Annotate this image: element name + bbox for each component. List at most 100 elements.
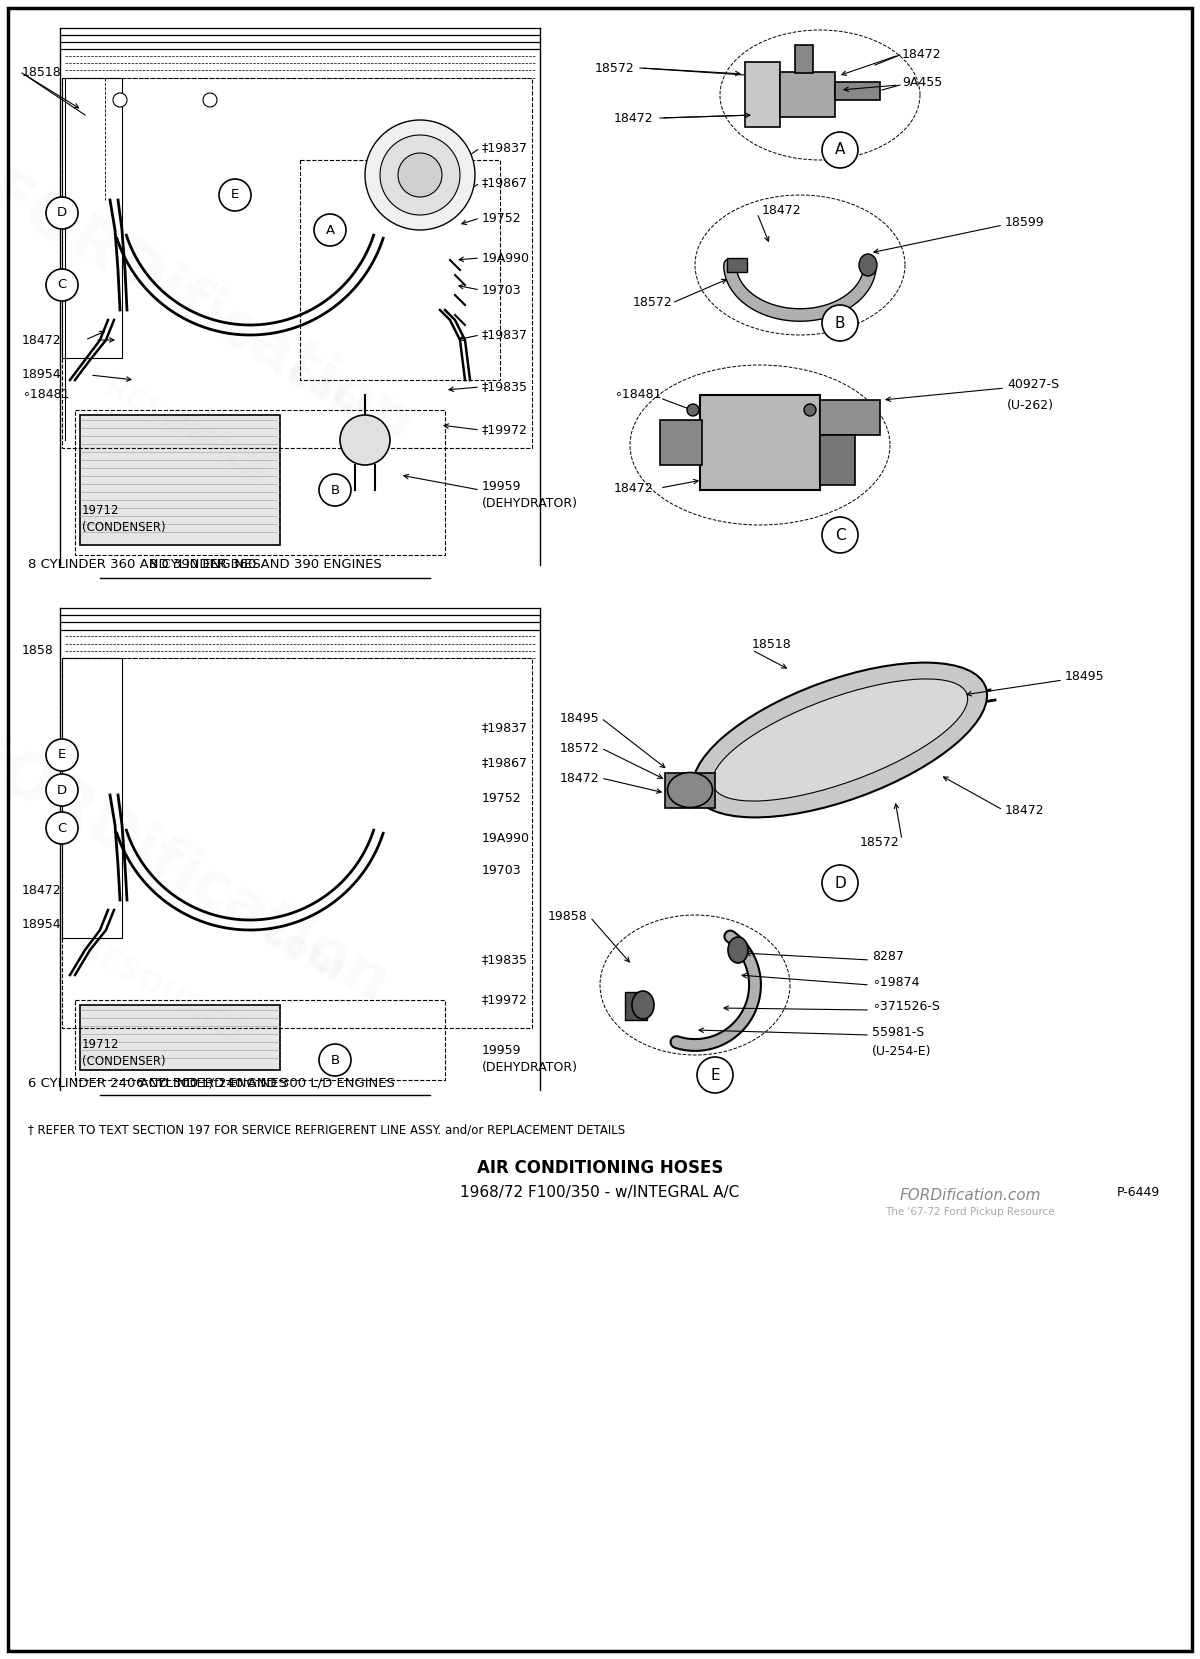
Text: 19703: 19703	[482, 863, 522, 876]
Text: ‡19837: ‡19837	[482, 141, 528, 154]
Text: 9A455: 9A455	[902, 76, 942, 90]
Text: 19A990: 19A990	[482, 831, 530, 844]
Text: 18472: 18472	[560, 771, 600, 785]
Text: ‡19837: ‡19837	[482, 328, 528, 342]
Circle shape	[113, 93, 127, 106]
Text: ‡19867: ‡19867	[482, 176, 528, 189]
Bar	[62, 78, 122, 358]
Text: 1968/72 F100/350 - w/INTEGRAL A/C: 1968/72 F100/350 - w/INTEGRAL A/C	[461, 1185, 739, 1199]
Text: 19712: 19712	[82, 503, 120, 516]
Bar	[62, 78, 532, 448]
Text: B: B	[330, 1053, 340, 1067]
Circle shape	[46, 269, 78, 300]
Text: 18572: 18572	[560, 742, 600, 755]
Text: 19858: 19858	[548, 911, 588, 924]
Text: D: D	[834, 876, 846, 891]
Text: 18599: 18599	[1006, 216, 1045, 229]
Circle shape	[319, 1044, 352, 1077]
Text: 8 CYLINDER 360 AND 390 ENGINES: 8 CYLINDER 360 AND 390 ENGINES	[149, 557, 382, 571]
Text: B: B	[835, 315, 845, 330]
Bar	[80, 1005, 280, 1070]
Text: FORDification: FORDification	[0, 723, 400, 1017]
Text: (U-262): (U-262)	[1007, 398, 1054, 411]
Bar	[665, 773, 715, 808]
Bar	[74, 1000, 445, 1080]
Text: ‡19835: ‡19835	[482, 380, 528, 393]
Text: FORDification.com: FORDification.com	[899, 1188, 1040, 1203]
Text: D: D	[56, 783, 67, 796]
Bar	[660, 420, 702, 465]
Text: FORDification: FORDification	[0, 163, 425, 456]
Text: D: D	[56, 206, 67, 219]
Text: The '67-72 Ford Pickup Resource: The '67-72 Ford Pickup Resource	[886, 1208, 1055, 1218]
Ellipse shape	[632, 990, 654, 1019]
Bar	[835, 81, 880, 100]
Text: ∘371526-S: ∘371526-S	[872, 1000, 940, 1014]
Text: 19959: 19959	[482, 1044, 522, 1057]
Text: 1858: 1858	[22, 644, 54, 657]
Bar	[74, 410, 445, 556]
Circle shape	[46, 738, 78, 771]
Text: 8 CYLINDER 360 AND 390 ENGINES: 8 CYLINDER 360 AND 390 ENGINES	[28, 557, 260, 571]
Text: RESOURCE: RESOURCE	[98, 372, 271, 488]
Text: 18495: 18495	[560, 712, 600, 725]
Ellipse shape	[692, 662, 988, 818]
Bar	[796, 45, 814, 73]
Text: C: C	[58, 279, 67, 292]
Text: † REFER TO TEXT SECTION 197 FOR SERVICE REFRIGERENT LINE ASSY. and/or REPLACEMEN: † REFER TO TEXT SECTION 197 FOR SERVICE …	[28, 1123, 625, 1136]
Bar	[780, 71, 835, 118]
Circle shape	[686, 405, 698, 416]
Text: C: C	[835, 528, 845, 542]
Text: 40927-S: 40927-S	[1007, 378, 1060, 392]
Text: 19959: 19959	[482, 481, 522, 493]
Text: (U-254-E): (U-254-E)	[872, 1045, 931, 1058]
Text: 18572: 18572	[860, 836, 900, 849]
Text: E: E	[710, 1067, 720, 1083]
Text: AIR CONDITIONING HOSES: AIR CONDITIONING HOSES	[476, 1160, 724, 1176]
Text: 18472: 18472	[22, 884, 61, 896]
Text: .com: .com	[240, 907, 350, 992]
Bar	[300, 159, 500, 380]
Text: 19752: 19752	[482, 211, 522, 224]
Ellipse shape	[728, 937, 748, 962]
Text: E: E	[230, 189, 239, 201]
Circle shape	[46, 811, 78, 844]
Circle shape	[319, 474, 352, 506]
Bar	[820, 435, 854, 484]
Text: 18472: 18472	[1006, 803, 1045, 816]
Text: 18518: 18518	[22, 66, 61, 80]
Text: 19712: 19712	[82, 1039, 120, 1052]
Text: ∘19874: ∘19874	[872, 975, 919, 989]
Text: RESOURCE: RESOURCE	[73, 932, 247, 1048]
Circle shape	[697, 1057, 733, 1093]
Circle shape	[220, 179, 251, 211]
Bar	[62, 659, 122, 937]
Text: B: B	[330, 483, 340, 496]
Text: A: A	[325, 224, 335, 237]
Text: 18572: 18572	[595, 61, 635, 75]
Circle shape	[822, 133, 858, 168]
Bar	[745, 61, 780, 128]
Text: 18518: 18518	[752, 639, 792, 652]
Text: A: A	[835, 143, 845, 158]
Text: E: E	[58, 748, 66, 761]
Text: C: C	[58, 821, 67, 834]
Text: ‡19972: ‡19972	[482, 423, 528, 436]
Ellipse shape	[859, 254, 877, 275]
Text: 6 CYLINDER 240 AND 300 L/D ENGINES: 6 CYLINDER 240 AND 300 L/D ENGINES	[28, 1077, 287, 1090]
Circle shape	[398, 153, 442, 197]
Text: ‡19972: ‡19972	[482, 994, 528, 1007]
Circle shape	[822, 864, 858, 901]
Text: 55981-S: 55981-S	[872, 1025, 924, 1039]
Circle shape	[46, 775, 78, 806]
Circle shape	[203, 93, 217, 106]
Circle shape	[804, 405, 816, 416]
Circle shape	[822, 518, 858, 552]
Text: 18472: 18472	[614, 111, 654, 124]
Circle shape	[46, 197, 78, 229]
Text: (CONDENSER): (CONDENSER)	[82, 521, 166, 534]
Text: 18472: 18472	[614, 481, 654, 494]
Text: 19A990: 19A990	[482, 252, 530, 264]
Text: 18954: 18954	[22, 368, 61, 382]
Bar	[700, 395, 820, 489]
